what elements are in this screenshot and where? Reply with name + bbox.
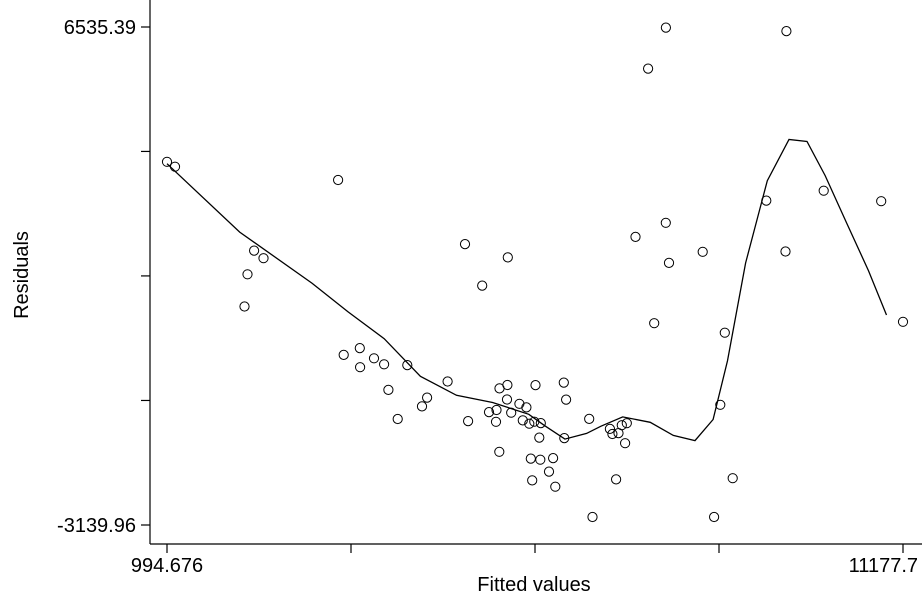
scatter-point — [559, 433, 570, 444]
scatter-point — [502, 379, 513, 391]
scatter-point — [715, 399, 726, 410]
scatter-point — [392, 413, 403, 425]
scatter-point — [535, 418, 546, 429]
scatter-point — [525, 453, 536, 464]
scatter-point — [491, 404, 502, 416]
scatter-point — [897, 316, 909, 327]
scatter-point — [530, 380, 541, 391]
scatter-point — [483, 407, 495, 418]
scatter-point — [534, 432, 545, 443]
scatter-point — [621, 418, 632, 429]
scatter-point — [529, 416, 540, 427]
scatter-point — [355, 362, 366, 373]
x-tick-label: 994.676 — [131, 555, 203, 577]
y-tick-label: -3139.96 — [57, 515, 136, 537]
scatter-point — [416, 401, 428, 412]
data-points — [161, 22, 909, 523]
scatter-point — [239, 301, 250, 312]
scatter-point — [709, 511, 720, 523]
scatter-point — [780, 246, 791, 257]
scatter-point — [501, 394, 513, 405]
scatter-point — [818, 185, 829, 196]
x-tick-label: 11177.7 — [849, 555, 918, 577]
x-axis-ticks: 994.676 11177.7 — [131, 544, 918, 577]
scatter-point — [514, 398, 525, 409]
scatter-point — [781, 26, 792, 37]
scatter-point — [643, 63, 654, 74]
scatter-point — [524, 418, 535, 429]
y-tick-label: 6535.39 — [64, 17, 136, 39]
x-axis-label: Fitted values — [477, 574, 590, 596]
scatter-point — [463, 416, 474, 427]
scatter-point — [169, 161, 181, 172]
scatter-point — [727, 473, 738, 484]
scatter-point — [550, 481, 561, 492]
scatter-point — [649, 318, 660, 329]
y-axis-label: Residuals — [11, 231, 33, 319]
scatter-point — [354, 343, 365, 354]
scatter-point — [258, 253, 269, 264]
scatter-point — [494, 446, 505, 457]
scatter-point — [338, 349, 349, 360]
scatter-point — [402, 360, 413, 371]
scatter-point — [876, 196, 887, 207]
scatter-point — [548, 453, 559, 464]
scatter-point — [379, 359, 390, 370]
scatter-point — [422, 392, 433, 403]
scatter-point — [660, 217, 671, 228]
scatter-point — [242, 269, 253, 280]
scatter-point — [506, 407, 517, 418]
scatter-point — [620, 438, 631, 449]
scatter-point — [561, 394, 572, 405]
scatter-point — [490, 416, 502, 427]
scatter-point — [527, 475, 538, 486]
scatter-point — [459, 239, 471, 250]
scatter-point — [517, 415, 528, 426]
scatter-point — [697, 246, 708, 257]
scatter-point — [604, 423, 616, 434]
scatter-point — [558, 377, 569, 388]
y-axis-ticks: -3139.96 6535.39 — [57, 17, 150, 537]
scatter-point — [660, 22, 672, 33]
fit-line — [166, 138, 888, 442]
scatter-point — [333, 174, 344, 186]
scatter-point — [161, 156, 173, 167]
scatter-point — [587, 511, 598, 523]
scatter-point — [477, 280, 488, 291]
scatter-point — [543, 466, 555, 477]
scatter-point — [368, 353, 380, 364]
scatter-point — [663, 257, 675, 268]
scatter-point — [442, 376, 453, 387]
scatter-point — [761, 195, 772, 206]
scatter-point — [521, 402, 532, 413]
scatter-point — [535, 454, 546, 465]
scatter-point — [616, 420, 627, 431]
scatter-point — [249, 245, 260, 256]
scatter-point — [611, 474, 622, 485]
scatter-point — [383, 384, 394, 395]
scatter-point — [502, 252, 513, 263]
scatter-point — [607, 428, 618, 440]
scatter-point — [584, 413, 595, 424]
scatter-point — [630, 231, 641, 242]
scatter-point — [719, 327, 730, 338]
